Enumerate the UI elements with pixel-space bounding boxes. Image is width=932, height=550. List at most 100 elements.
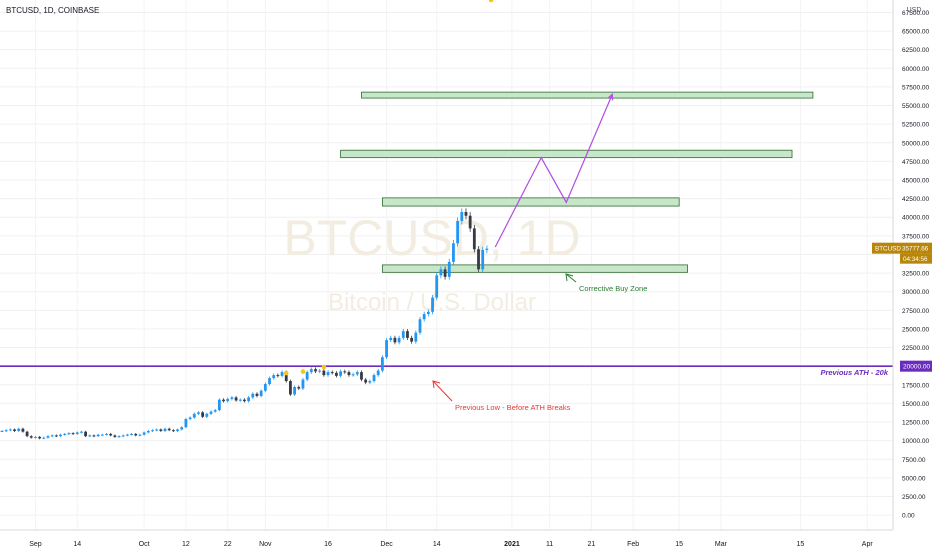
candle-body bbox=[50, 435, 54, 437]
candle-body bbox=[34, 436, 37, 438]
candle-body bbox=[456, 220, 460, 244]
price-tick-label: 65000.00 bbox=[902, 29, 929, 36]
candles bbox=[0, 208, 489, 440]
candle-body bbox=[452, 243, 455, 262]
buy-zone bbox=[381, 264, 688, 273]
candle-body bbox=[100, 434, 104, 436]
event-marker bbox=[321, 364, 327, 370]
candle-body bbox=[263, 384, 267, 391]
time-axis[interactable]: Sep 14 Oct 12 22 Nov 16 Dec 14 2021 11 21 Feb 15 Mar 15… bbox=[0, 529, 893, 550]
price-tick-label: 32500.00 bbox=[902, 271, 929, 278]
candle-body bbox=[284, 372, 288, 382]
candle-body bbox=[443, 269, 447, 277]
candle-body bbox=[184, 419, 188, 428]
event-marker bbox=[300, 369, 306, 374]
candle-body bbox=[297, 387, 301, 389]
current-price-value: 35777.66 bbox=[902, 246, 929, 253]
candle-body bbox=[8, 429, 12, 431]
price-tick-label: 57500.00 bbox=[902, 84, 929, 91]
price-tick-label: 40000.00 bbox=[902, 215, 929, 222]
price-tick-label: 55000.00 bbox=[902, 103, 929, 110]
time-tick-label: 16 bbox=[324, 541, 332, 548]
candle-body bbox=[201, 412, 205, 417]
projection-line bbox=[494, 94, 613, 248]
time-tick-label: Apr bbox=[862, 541, 874, 548]
price-tick-label: 37500.00 bbox=[902, 233, 929, 240]
price-tags: BTCUSD 35777.66 04:34:56 20000.00 bbox=[872, 242, 932, 372]
candle-body bbox=[481, 250, 485, 270]
watermark-symbol: BTCUSD, 1D bbox=[283, 210, 580, 266]
time-tick-label: 15 bbox=[796, 541, 804, 548]
annotation-arrowhead bbox=[565, 273, 574, 282]
candle-body bbox=[347, 372, 351, 376]
time-tick-label: 15 bbox=[675, 541, 683, 548]
price-tick-label: 62500.00 bbox=[902, 47, 929, 54]
candle-body bbox=[268, 378, 271, 385]
candle-body bbox=[406, 331, 409, 338]
candle-body bbox=[96, 434, 100, 437]
candle-body bbox=[343, 371, 347, 373]
candle-body bbox=[380, 357, 384, 371]
candle-body bbox=[217, 399, 221, 411]
grid bbox=[0, 0, 893, 530]
ath-price-tag bbox=[900, 360, 932, 372]
time-tick-label: Nov bbox=[259, 541, 272, 548]
price-tick-label: 45000.00 bbox=[902, 178, 929, 185]
time-tick-label: 12 bbox=[182, 541, 190, 548]
price-tick-label: 25000.00 bbox=[902, 326, 929, 333]
event-marker bbox=[488, 0, 494, 3]
price-tick-label: 10000.00 bbox=[902, 438, 929, 445]
candle-body bbox=[447, 261, 451, 277]
candle-body bbox=[355, 372, 359, 375]
time-axis-bg bbox=[0, 530, 893, 550]
price-tick-label: 27500.00 bbox=[902, 308, 929, 315]
price-tick-label: 22500.00 bbox=[902, 345, 929, 352]
candle-body bbox=[38, 436, 42, 439]
ath-price-value: 20000.00 bbox=[903, 364, 930, 371]
countdown-value: 04:34:56 bbox=[903, 256, 928, 263]
candle-body bbox=[339, 371, 342, 376]
candle-body bbox=[222, 399, 225, 402]
current-price-symbol: BTCUSD bbox=[875, 246, 901, 253]
candle-body bbox=[151, 430, 154, 432]
candle-body bbox=[289, 381, 292, 395]
candle-body bbox=[167, 428, 171, 431]
candle-body bbox=[464, 212, 468, 216]
time-tick-label: Sep bbox=[29, 541, 42, 548]
candle-body bbox=[309, 369, 313, 373]
buy-zone bbox=[361, 91, 814, 99]
candle-body bbox=[54, 435, 58, 437]
candle-body bbox=[138, 434, 142, 436]
ath-label: Previous ATH - 20k bbox=[820, 368, 888, 377]
candle-body bbox=[335, 372, 338, 376]
annotation-pointer bbox=[432, 380, 453, 402]
candle-body bbox=[468, 215, 472, 229]
price-axis[interactable]: 67500.00 65000.00 62500.00 60000.00 57500.00… bbox=[892, 0, 932, 550]
candle-body bbox=[134, 433, 138, 436]
candle-body bbox=[75, 432, 79, 434]
previous-ath-line: Previous ATH - 20k bbox=[0, 365, 893, 377]
candle-body bbox=[192, 413, 196, 418]
candle-body bbox=[17, 428, 21, 431]
candle-body bbox=[360, 372, 363, 380]
candle-body bbox=[142, 432, 146, 435]
candle-body bbox=[63, 433, 67, 435]
candle-body bbox=[121, 435, 125, 437]
candle-body bbox=[368, 381, 372, 383]
candle-body bbox=[259, 390, 263, 396]
candle-body bbox=[146, 430, 150, 433]
candle-body bbox=[59, 434, 62, 437]
candle-body bbox=[113, 435, 117, 437]
candle-body bbox=[197, 412, 200, 414]
candle-body bbox=[234, 397, 238, 401]
candle-body bbox=[401, 331, 405, 338]
event-marker bbox=[283, 370, 289, 376]
candle-body bbox=[88, 435, 92, 437]
candle-body bbox=[159, 429, 163, 431]
candle-body bbox=[0, 430, 4, 432]
candle-body bbox=[326, 372, 330, 376]
candle-body bbox=[109, 433, 113, 436]
